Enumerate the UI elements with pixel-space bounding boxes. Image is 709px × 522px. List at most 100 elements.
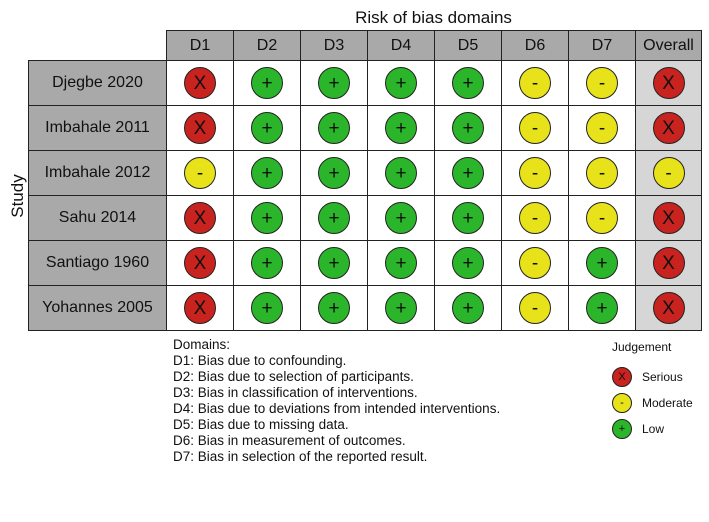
low-judgement-icon: + bbox=[318, 202, 350, 234]
risk-of-bias-grid: D1 D2 D3 D4 D5 D6 D7 Overall Djegbe 2020 X + + + + - - X… bbox=[28, 30, 702, 331]
serious-judgement-icon: X bbox=[184, 112, 216, 144]
domain-legend-item: D4: Bias due to deviations from intended… bbox=[173, 401, 501, 416]
rating-cell: + bbox=[300, 60, 368, 106]
moderate-judgement-icon: - bbox=[519, 112, 551, 144]
moderate-judgement-icon: - bbox=[519, 202, 551, 234]
study-label: Santiago 1960 bbox=[28, 240, 167, 286]
rating-cell: + bbox=[300, 285, 368, 331]
moderate-judgement-icon: - bbox=[586, 202, 618, 234]
rating-cell: - bbox=[501, 60, 569, 106]
rating-cell: - bbox=[635, 150, 702, 196]
rating-cell: - bbox=[568, 150, 636, 196]
domain-legend-item: D6: Bias in measurement of outcomes. bbox=[173, 433, 406, 448]
serious-judgement-icon: X bbox=[652, 112, 685, 144]
judgement-legend-label: Serious bbox=[642, 370, 683, 384]
column-header-d5: D5 bbox=[434, 30, 502, 61]
rating-cell: + bbox=[367, 105, 435, 151]
rating-cell: - bbox=[501, 195, 569, 241]
column-header-d1: D1 bbox=[166, 30, 234, 61]
study-label: Djegbe 2020 bbox=[28, 60, 167, 106]
low-judgement-icon: + bbox=[385, 202, 417, 234]
column-header-d3: D3 bbox=[300, 30, 368, 61]
low-judgement-icon: + bbox=[586, 292, 618, 324]
study-label: Yohannes 2005 bbox=[28, 285, 167, 331]
domains-legend: Domains: D1: Bias due to confounding. D2:… bbox=[173, 337, 500, 465]
rating-cell: + bbox=[367, 240, 435, 286]
rating-cell: + bbox=[568, 285, 636, 331]
low-judgement-icon: + bbox=[318, 67, 350, 99]
rating-cell: + bbox=[367, 285, 435, 331]
serious-judgement-icon: X bbox=[184, 202, 216, 234]
moderate-judgement-icon: - bbox=[184, 157, 216, 189]
low-judgement-icon: + bbox=[251, 67, 283, 99]
rating-cell: X bbox=[635, 105, 702, 151]
domain-legend-item: D5: Bias due to missing data. bbox=[173, 417, 349, 432]
rating-cell: + bbox=[300, 195, 368, 241]
rating-cell: - bbox=[568, 60, 636, 106]
serious-judgement-icon: X bbox=[652, 292, 685, 324]
rating-cell: - bbox=[501, 105, 569, 151]
rating-cell: - bbox=[501, 285, 569, 331]
low-judgement-icon: + bbox=[318, 247, 350, 279]
rating-cell: - bbox=[568, 105, 636, 151]
judgement-legend-item-moderate: - Moderate bbox=[612, 390, 693, 416]
low-judgement-icon: + bbox=[385, 292, 417, 324]
rating-cell: + bbox=[233, 150, 301, 196]
rating-cell: + bbox=[568, 240, 636, 286]
judgement-legend-item-low: + Low bbox=[612, 416, 693, 442]
rating-cell: + bbox=[367, 195, 435, 241]
rating-cell: + bbox=[367, 60, 435, 106]
column-header-d7: D7 bbox=[568, 30, 636, 61]
moderate-judgement-icon: - bbox=[519, 292, 551, 324]
low-judgement-icon: + bbox=[385, 112, 417, 144]
judgement-legend-item-serious: X Serious bbox=[612, 364, 693, 390]
low-judgement-icon: + bbox=[452, 292, 484, 324]
domain-legend-item: D7: Bias in selection of the reported re… bbox=[173, 449, 428, 464]
low-judgement-icon: + bbox=[251, 157, 283, 189]
y-axis-label: Study bbox=[8, 174, 27, 218]
low-judgement-icon: + bbox=[251, 112, 283, 144]
domain-legend-item: D3: Bias in classification of interventi… bbox=[173, 385, 418, 400]
serious-legend-icon: X bbox=[612, 367, 632, 387]
rating-cell: - bbox=[501, 240, 569, 286]
column-header-d4: D4 bbox=[367, 30, 435, 61]
rating-cell: + bbox=[367, 150, 435, 196]
moderate-judgement-icon: - bbox=[586, 157, 618, 189]
rating-cell: + bbox=[233, 105, 301, 151]
study-label: Imbahale 2012 bbox=[28, 150, 167, 196]
low-legend-icon: + bbox=[612, 419, 632, 439]
rating-cell: X bbox=[166, 105, 234, 151]
study-label: Imbahale 2011 bbox=[28, 105, 167, 151]
rating-cell: - bbox=[166, 150, 234, 196]
chart-title: Risk of bias domains bbox=[355, 8, 512, 27]
rating-cell: X bbox=[635, 240, 702, 286]
low-judgement-icon: + bbox=[318, 292, 350, 324]
serious-judgement-icon: X bbox=[652, 202, 685, 234]
moderate-judgement-icon: - bbox=[519, 157, 551, 189]
column-header-d2: D2 bbox=[233, 30, 301, 61]
rating-cell: + bbox=[300, 240, 368, 286]
rating-cell: + bbox=[300, 105, 368, 151]
rating-cell: X bbox=[166, 240, 234, 286]
judgement-legend-heading: Judgement bbox=[612, 340, 672, 354]
low-judgement-icon: + bbox=[452, 112, 484, 144]
judgement-legend: Judgement X Serious - Moderate + Low bbox=[612, 340, 693, 442]
rating-cell: + bbox=[434, 60, 502, 106]
low-judgement-icon: + bbox=[385, 247, 417, 279]
low-judgement-icon: + bbox=[251, 292, 283, 324]
rating-cell: X bbox=[635, 195, 702, 241]
moderate-judgement-icon: - bbox=[586, 112, 618, 144]
column-header-d6: D6 bbox=[501, 30, 569, 61]
domain-legend-item: D1: Bias due to confounding. bbox=[173, 353, 347, 368]
rating-cell: + bbox=[233, 240, 301, 286]
moderate-judgement-icon: - bbox=[652, 157, 685, 189]
low-judgement-icon: + bbox=[452, 247, 484, 279]
serious-judgement-icon: X bbox=[652, 247, 685, 279]
low-judgement-icon: + bbox=[318, 112, 350, 144]
domains-legend-heading: Domains: bbox=[173, 337, 231, 352]
study-label: Sahu 2014 bbox=[28, 195, 167, 241]
low-judgement-icon: + bbox=[452, 202, 484, 234]
moderate-judgement-icon: - bbox=[519, 67, 551, 99]
moderate-legend-icon: - bbox=[612, 393, 632, 413]
rating-cell: + bbox=[300, 150, 368, 196]
